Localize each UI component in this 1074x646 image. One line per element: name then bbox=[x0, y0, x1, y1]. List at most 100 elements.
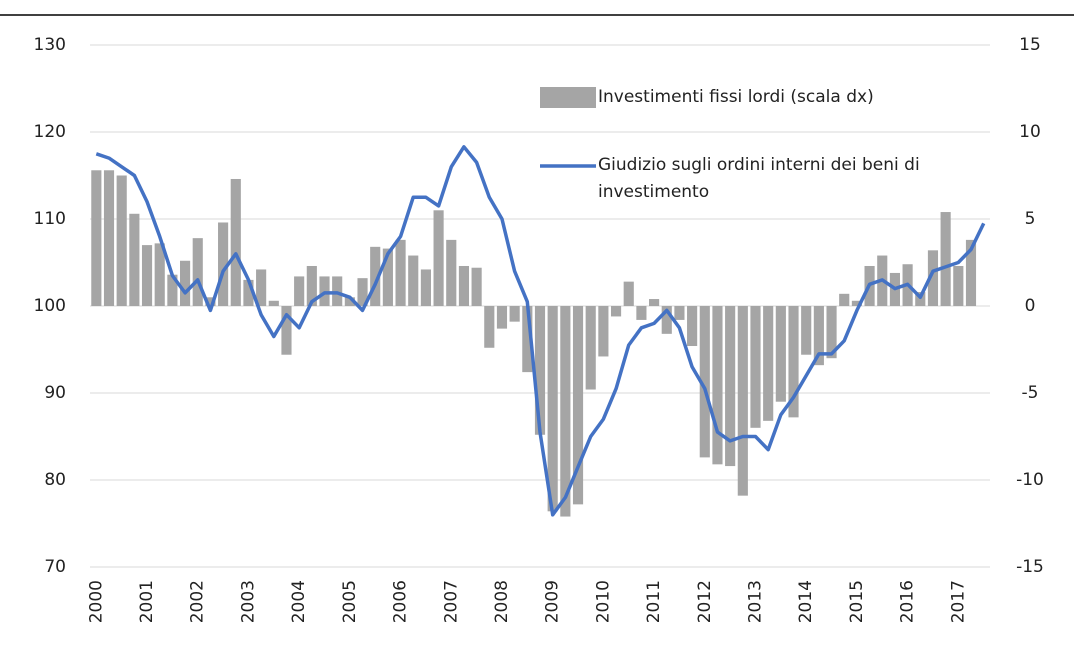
y2-tick-label: 0 bbox=[1025, 296, 1036, 316]
x-tick-label: 2016 bbox=[898, 580, 918, 623]
x-tick-label: 2011 bbox=[644, 580, 664, 623]
bar bbox=[344, 297, 355, 306]
x-tick-label: 2012 bbox=[695, 580, 715, 623]
bar bbox=[420, 269, 431, 306]
bar bbox=[547, 306, 558, 512]
bar bbox=[788, 306, 799, 418]
bar bbox=[218, 222, 229, 306]
bar bbox=[103, 170, 115, 306]
bar bbox=[712, 306, 723, 465]
y-tick-label: 80 bbox=[44, 470, 66, 490]
bar bbox=[370, 246, 381, 306]
bar bbox=[408, 255, 419, 306]
x-tick-label: 2005 bbox=[340, 580, 360, 623]
y2-tick-label: 5 bbox=[1025, 209, 1036, 229]
bar bbox=[839, 293, 850, 306]
bar bbox=[699, 306, 710, 458]
bar bbox=[230, 178, 241, 306]
bar bbox=[471, 267, 482, 306]
y-tick-label: 90 bbox=[44, 383, 66, 403]
y-tick-label: 100 bbox=[34, 296, 66, 316]
bar bbox=[141, 245, 153, 306]
bar bbox=[180, 260, 191, 306]
bar bbox=[801, 306, 812, 355]
x-tick-label: 2010 bbox=[593, 580, 613, 623]
y-tick-label: 70 bbox=[44, 557, 66, 577]
bar bbox=[775, 306, 786, 402]
bar bbox=[294, 276, 305, 306]
bar bbox=[737, 306, 748, 496]
bar bbox=[687, 306, 698, 347]
x-tick-label: 2001 bbox=[137, 580, 157, 623]
bar bbox=[534, 306, 546, 435]
bar bbox=[167, 274, 178, 306]
bar bbox=[636, 306, 647, 320]
bar bbox=[813, 306, 824, 366]
x-tick-label: 2015 bbox=[847, 580, 867, 623]
bar bbox=[192, 238, 203, 306]
bar bbox=[560, 306, 571, 517]
bar bbox=[763, 306, 774, 421]
y2-tick-label: -15 bbox=[1016, 557, 1044, 577]
bar bbox=[940, 212, 951, 306]
bar bbox=[496, 306, 508, 329]
line bbox=[95, 145, 986, 517]
bar bbox=[484, 306, 495, 348]
bar bbox=[154, 243, 165, 306]
bar bbox=[674, 306, 685, 320]
bar bbox=[256, 269, 267, 306]
bar bbox=[598, 306, 609, 357]
bar bbox=[610, 306, 622, 317]
y-tick-label: 110 bbox=[34, 209, 66, 229]
bar bbox=[750, 306, 761, 428]
legend-swatch bbox=[540, 87, 596, 108]
y-tick-label: 130 bbox=[34, 35, 66, 55]
y2-tick-label: 10 bbox=[1019, 122, 1041, 142]
y2-tick-label: -5 bbox=[1022, 383, 1039, 403]
x-tick-label: 2000 bbox=[86, 580, 106, 623]
x-tick-label: 2014 bbox=[796, 580, 816, 623]
x-tick-label: 2006 bbox=[391, 580, 411, 623]
bar bbox=[826, 306, 837, 359]
bar bbox=[382, 248, 393, 306]
bar bbox=[623, 281, 634, 306]
y-tick-label: 120 bbox=[34, 122, 66, 142]
bar bbox=[268, 300, 279, 306]
x-tick-label: 2002 bbox=[188, 580, 208, 623]
bar bbox=[243, 279, 254, 306]
x-tick-label: 2009 bbox=[543, 580, 563, 623]
bar bbox=[395, 239, 406, 306]
bar bbox=[649, 299, 660, 306]
y2-tick-label: 15 bbox=[1019, 35, 1041, 55]
bar bbox=[116, 175, 127, 306]
bar bbox=[129, 213, 140, 306]
bar bbox=[953, 265, 964, 306]
bar bbox=[306, 265, 317, 306]
bar bbox=[509, 306, 520, 322]
bar bbox=[522, 306, 533, 373]
bar bbox=[281, 306, 292, 355]
x-tick-label: 2004 bbox=[289, 580, 309, 623]
bar bbox=[357, 278, 368, 306]
bar bbox=[458, 265, 470, 306]
x-tick-label: 2017 bbox=[948, 580, 968, 623]
legend-label: Giudizio sugli ordini interni dei beni d… bbox=[598, 155, 920, 202]
bar bbox=[446, 239, 457, 306]
y2-tick-label: -10 bbox=[1016, 470, 1044, 490]
bar bbox=[661, 306, 672, 334]
bar bbox=[965, 239, 977, 306]
x-tick-label: 2003 bbox=[238, 580, 258, 623]
bar bbox=[572, 306, 584, 505]
bar bbox=[851, 300, 862, 306]
x-tick-label: 2013 bbox=[745, 580, 765, 623]
legend-label: Investimenti fissi lordi (scala dx) bbox=[598, 87, 874, 107]
bar bbox=[927, 250, 939, 306]
bar bbox=[205, 297, 216, 306]
bar bbox=[725, 306, 736, 467]
bar bbox=[585, 306, 596, 390]
x-tick-label: 2007 bbox=[441, 580, 461, 623]
x-tick-label: 2008 bbox=[492, 580, 512, 623]
bar bbox=[91, 170, 102, 306]
